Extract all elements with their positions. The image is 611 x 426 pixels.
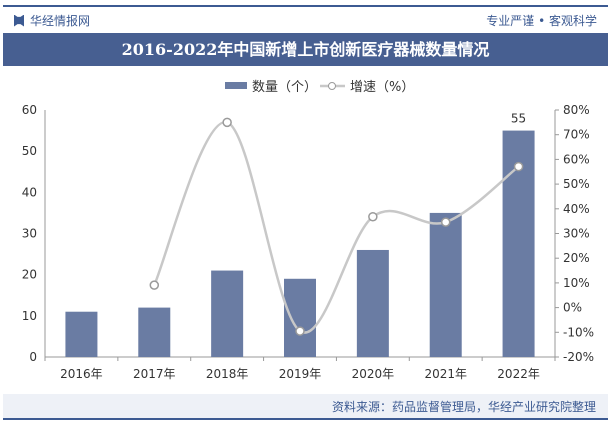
x-tick-label: 2020年 bbox=[352, 367, 395, 381]
brand: 华经情报网 bbox=[14, 12, 90, 29]
right-tick-label: 20% bbox=[563, 251, 590, 265]
x-tick-label: 2018年 bbox=[206, 367, 249, 381]
growth-point bbox=[513, 161, 524, 172]
bar-2020年 bbox=[356, 249, 389, 357]
left-tick-label: 0 bbox=[29, 350, 37, 364]
legend-line-marker bbox=[328, 82, 336, 90]
growth-point bbox=[149, 280, 160, 290]
right-tick-label: 30% bbox=[563, 227, 590, 241]
right-tick-label: 10% bbox=[563, 276, 590, 290]
right-tick-label: 80% bbox=[563, 103, 590, 117]
growth-point bbox=[368, 211, 378, 222]
growth-line bbox=[153, 121, 520, 334]
right-tick-label: 50% bbox=[563, 177, 590, 191]
growth-point bbox=[222, 117, 232, 128]
bar-2019年 bbox=[284, 278, 316, 357]
right-tick-label: 70% bbox=[563, 128, 590, 142]
left-tick-label: 10 bbox=[22, 309, 37, 323]
left-tick-label: 50 bbox=[22, 144, 37, 158]
chart-title: 2016-2022年中国新增上市创新医疗器械数量情况 bbox=[3, 33, 608, 66]
brand-name: 华经情报网 bbox=[30, 14, 91, 28]
right-tick-label: -10% bbox=[563, 325, 594, 339]
left-tick-label: 40 bbox=[22, 185, 37, 199]
right-tick-label: -20% bbox=[563, 350, 594, 364]
bar-2017年 bbox=[138, 307, 171, 357]
top-divider bbox=[3, 5, 608, 7]
growth-point bbox=[440, 217, 451, 227]
legend-bar-label: 数量（个） bbox=[252, 80, 317, 95]
left-tick-label: 60 bbox=[22, 103, 37, 117]
x-tick-label: 2017年 bbox=[133, 367, 176, 381]
bar-2016年 bbox=[65, 311, 98, 357]
x-tick-label: 2021年 bbox=[424, 367, 467, 381]
legend-bar-swatch bbox=[225, 82, 247, 89]
x-tick-label: 2022年 bbox=[497, 367, 540, 381]
left-tick-label: 20 bbox=[22, 268, 37, 282]
right-tick-label: 40% bbox=[563, 202, 590, 216]
logo-icon bbox=[14, 14, 24, 27]
bar-2021年 bbox=[429, 212, 462, 357]
growth-point bbox=[295, 326, 305, 336]
right-tick-label: 60% bbox=[563, 152, 590, 166]
legend-line-label: 增速（%） bbox=[350, 80, 414, 95]
x-tick-label: 2019年 bbox=[279, 367, 322, 381]
bar-data-label: 55 bbox=[511, 112, 526, 126]
source-note: 资料来源：药品监督管理局，华经产业研究院整理 bbox=[3, 394, 608, 420]
left-tick-label: 30 bbox=[22, 227, 37, 241]
bar-2018年 bbox=[211, 270, 244, 357]
slogan: 专业严谨 • 客观科学 bbox=[486, 14, 597, 28]
right-tick-label: 0% bbox=[563, 301, 582, 315]
x-tick-label: 2016年 bbox=[60, 367, 103, 381]
